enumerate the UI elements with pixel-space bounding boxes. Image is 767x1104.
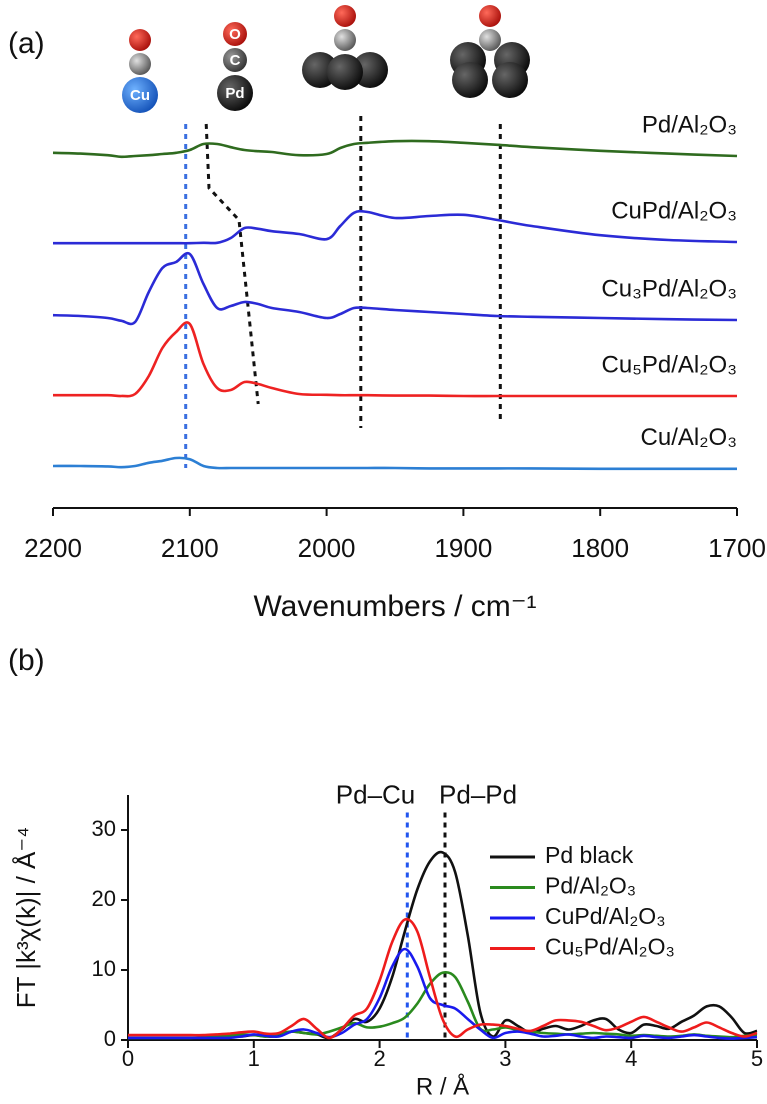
series-line (128, 917, 758, 1040)
x-tick-label: 2100 (161, 533, 219, 563)
icon-label: O (229, 26, 241, 43)
x-tick-label: 1 (248, 1046, 260, 1071)
x-tick-label: 5 (751, 1046, 763, 1071)
series-label: CuPd/Al₂O₃ (611, 197, 737, 224)
series-line (53, 321, 737, 398)
icon-pd-co: O C Pd (217, 22, 253, 111)
series-label: Cu₅Pd/Al₂O₃ (602, 351, 737, 378)
y-tick-label: 30 (92, 816, 116, 841)
icon-fourfold (450, 5, 530, 98)
guide-label: Pd–Cu (336, 779, 416, 809)
x-tick-label: 4 (625, 1046, 637, 1071)
icon-label: Pd (225, 85, 244, 102)
icon-label: C (230, 52, 241, 69)
legend-label: Pd black (545, 842, 634, 868)
icon-label: Cu (130, 87, 150, 104)
x-tick-label: 0 (122, 1046, 134, 1071)
x-tick-label: 3 (499, 1046, 511, 1071)
x-tick-label: 2000 (298, 533, 356, 563)
y-axis-title: FT |k³χ(k)| / Å⁻⁴ (11, 827, 41, 1009)
icon-threefold (302, 5, 388, 90)
x-tick-label: 1700 (708, 533, 766, 563)
series-line (52, 456, 737, 471)
series-line (52, 139, 738, 159)
y-tick-label: 0 (104, 1026, 116, 1051)
guide-label: Pd–Pd (439, 779, 517, 809)
series-line (52, 251, 738, 326)
legend-label: Cu₅Pd/Al₂O₃ (545, 934, 675, 960)
x-tick-label: 2200 (24, 533, 82, 563)
panel-label: (a) (8, 27, 45, 60)
x-tick-label: 1900 (434, 533, 492, 563)
guide-line (204, 123, 260, 405)
icon-cu-co: Cu (122, 29, 158, 113)
x-tick-label: 1800 (571, 533, 629, 563)
series-label: Cu/Al₂O₃ (641, 424, 737, 451)
series-label: Cu₃Pd/Al₂O₃ (601, 275, 737, 302)
legend-label: Pd/Al₂O₃ (545, 873, 636, 899)
legend-label: CuPd/Al₂O₃ (545, 903, 666, 929)
y-tick-label: 20 (92, 886, 116, 911)
series-line (128, 947, 758, 1040)
x-axis-title: Wavenumbers / cm⁻¹ (253, 590, 536, 623)
x-tick-label: 2 (373, 1046, 385, 1071)
panel-label: (b) (8, 644, 45, 677)
x-axis-title: R / Å (416, 1072, 469, 1100)
series-label: Pd/Al₂O₃ (642, 111, 737, 138)
series-line (53, 209, 738, 245)
y-tick-label: 10 (92, 956, 116, 981)
